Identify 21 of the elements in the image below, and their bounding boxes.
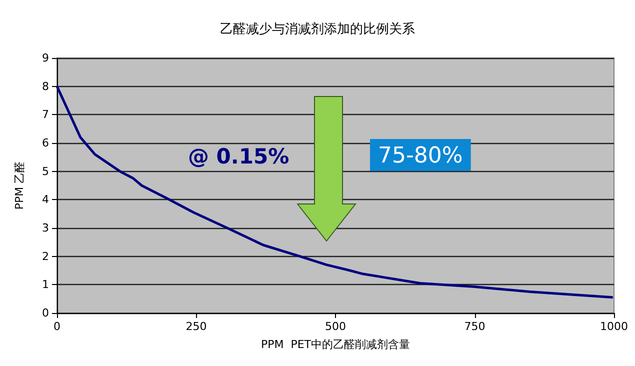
x-axis-title: PPM PET中的乙醛削减剂含量: [260, 338, 410, 351]
y-tick-label: 1: [42, 278, 49, 292]
x-tick-label: 250: [186, 320, 207, 333]
y-tick-label: 9: [42, 52, 49, 64]
line-series: [56, 85, 614, 299]
y-axis-title: PPM 乙醛: [13, 161, 26, 210]
x-tick-label: 750: [464, 320, 486, 333]
y-tick-label: 0: [42, 306, 49, 320]
annotation: 75-80%: [378, 144, 463, 168]
y-tick-label: 5: [42, 164, 49, 178]
y-tick-label: 4: [42, 193, 49, 206]
y-tick-label: 2: [42, 250, 49, 263]
y-tick-label: 3: [42, 222, 49, 234]
x-tick-label: 1000: [600, 320, 628, 333]
x-tick-label: 0: [54, 320, 60, 333]
annotation: @ 0.15%: [188, 144, 290, 168]
y-tick-label: 7: [42, 108, 49, 122]
chart-title: 乙醛减少与消减剂添加的比例关系: [220, 21, 415, 37]
x-tick-label: 500: [325, 320, 346, 333]
y-tick-label: 6: [42, 136, 49, 150]
y-tick-label: 8: [42, 80, 49, 93]
